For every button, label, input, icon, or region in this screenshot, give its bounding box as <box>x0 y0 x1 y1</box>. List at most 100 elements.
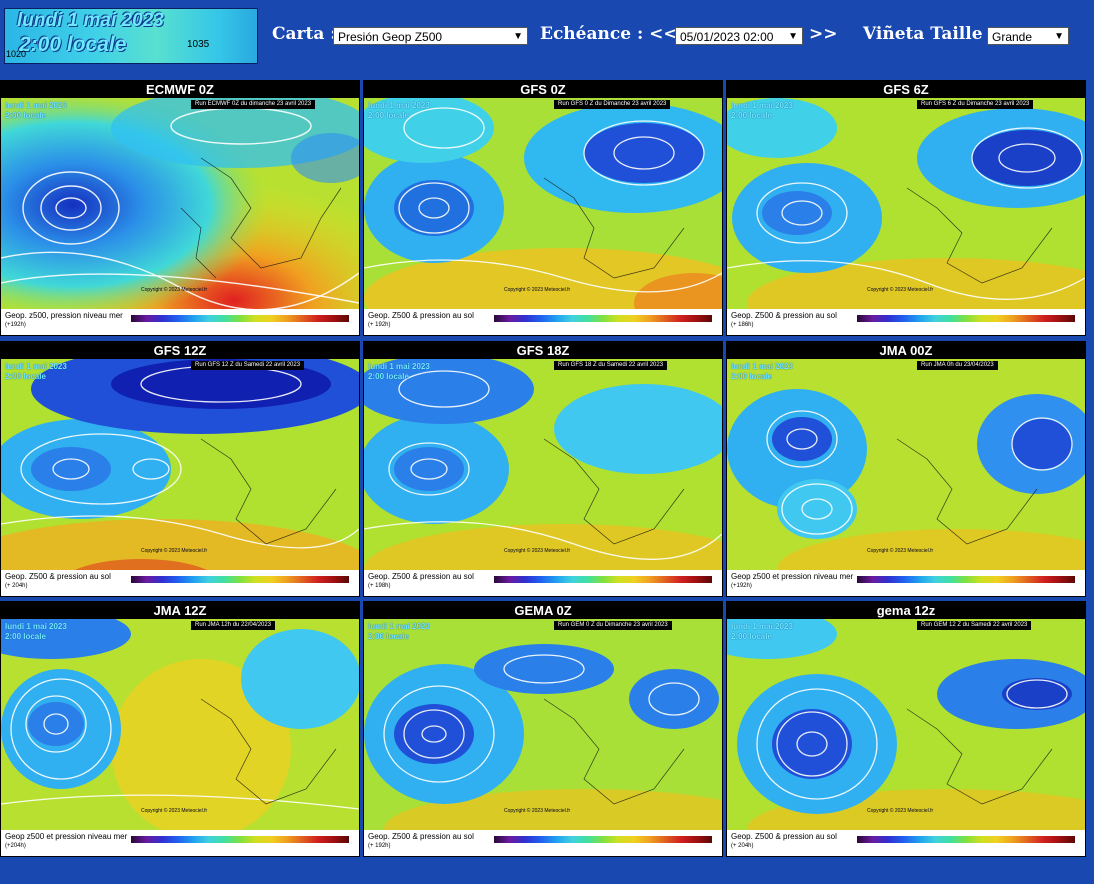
run-label: Run GFS 18 Z du Samedi 22 avril 2023 <box>554 361 668 370</box>
copyright: Copyright © 2023 Meteociel.fr <box>504 808 571 814</box>
run-label: Run GEM 0 Z du Dimanche 23 avril 2023 <box>554 621 672 630</box>
legend-caption: Geop. Z500 & pression au sol <box>731 311 837 320</box>
panel-date-text: lundi 1 mai 2023 <box>368 622 430 631</box>
color-scale <box>131 836 349 843</box>
run-label: Run ECMWF 0Z du dimanche 23 avril 2023 <box>191 100 316 109</box>
legend-caption: Geop. Z500 & pression au sol <box>731 832 837 841</box>
legend-forecast-hour: (+ 198h) <box>368 583 391 589</box>
panel-date: lundi 1 mai 2023 2:00 locale <box>731 622 793 642</box>
legend-caption: Geop. z500, pression niveau mer <box>5 311 123 320</box>
panel-date: lundi 1 mai 2023 2:00 locale <box>5 101 67 121</box>
map-panel-gema-0z[interactable]: GEMA 0Z Run GEM 0 Z du Dimanche 23 avril… <box>363 601 723 857</box>
map-panel-gfs-0z[interactable]: GFS 0Z Run GFS 0 Z du Dimanche 23 avril … <box>363 80 723 336</box>
panel-date-text: lundi 1 mai 2023 <box>368 362 430 371</box>
copyright: Copyright © 2023 Meteociel.fr <box>141 808 208 814</box>
panel-time-text: 2:00 locale <box>731 111 772 120</box>
map-panel-ecmwf-0z[interactable]: ECMWF 0Z Run ECMWF 0Z du dimanche 23 avr… <box>0 80 360 336</box>
panel-legend: Geop. Z500 & pression au sol (+ 186h) <box>727 309 1085 335</box>
echeance-next-button[interactable]: >> <box>809 24 838 44</box>
run-label: Run GFS 0 Z du Dimanche 23 avril 2023 <box>554 100 671 109</box>
color-scale <box>131 315 349 322</box>
panel-time-text: 2:00 locale <box>368 372 409 381</box>
color-scale <box>857 315 1075 322</box>
chevron-down-icon: ▼ <box>513 31 523 42</box>
panel-date: lundi 1 mai 2023 2:00 locale <box>731 101 793 121</box>
carta-label: Carta : <box>272 24 337 44</box>
panel-date: lundi 1 mai 2023 2:00 locale <box>5 362 67 382</box>
echeance-select[interactable]: 05/01/2023 02:00 ▼ <box>675 27 803 45</box>
legend-caption: Geop. Z500 & pression au sol <box>5 572 111 581</box>
weather-map <box>1 619 359 832</box>
legend-forecast-hour: (+204h) <box>5 843 26 849</box>
map-panel-gfs-6z[interactable]: GFS 6Z Run GFS 6 Z du Dimanche 23 avril … <box>726 80 1086 336</box>
legend-caption: Geop z500 et pression niveau mer <box>731 572 854 581</box>
legend-forecast-hour: (+ 204h) <box>731 843 754 849</box>
legend-caption: Geop. Z500 & pression au sol <box>368 572 474 581</box>
panel-title: ECMWF 0Z <box>146 82 214 97</box>
thumbnail-pressure-low: 1020 <box>6 49 27 59</box>
map-panel-jma-00z[interactable]: JMA 00Z Run JMA 0h du 23/04/2023 lundi 1… <box>726 341 1086 597</box>
panel-date-text: lundi 1 mai 2023 <box>5 622 67 631</box>
panel-time-text: 2:00 locale <box>731 372 772 381</box>
top-bar: lundi 1 mai 2023 2:00 locale 1035 1020 C… <box>0 0 1094 80</box>
panel-title: GFS 0Z <box>520 82 566 97</box>
legend-caption: Geop. Z500 & pression au sol <box>368 832 474 841</box>
carta-select-value: Presión Geop Z500 <box>338 30 443 44</box>
echeance-label[interactable]: Echéance : << <box>540 24 678 44</box>
chevron-down-icon: ▼ <box>1054 31 1064 42</box>
copyright: Copyright © 2023 Meteociel.fr <box>867 548 934 554</box>
map-panel-gfs-18z[interactable]: GFS 18Z Run GFS 18 Z du Samedi 22 avril … <box>363 341 723 597</box>
run-label: Run JMA 12h du 22/04/2023 <box>191 621 276 630</box>
weather-map <box>364 619 722 832</box>
map-panel-jma-12z[interactable]: JMA 12Z Run JMA 12h du 22/04/2023 lundi … <box>0 601 360 857</box>
run-label: Run GFS 6 Z du Dimanche 23 avril 2023 <box>917 100 1034 109</box>
panel-date-text: lundi 1 mai 2023 <box>731 622 793 631</box>
copyright: Copyright © 2023 Meteociel.fr <box>141 548 208 554</box>
panel-title: GFS 18Z <box>516 343 570 358</box>
weather-map <box>727 98 1085 311</box>
legend-forecast-hour: (+ 186h) <box>731 322 754 328</box>
copyright: Copyright © 2023 Meteociel.fr <box>504 287 571 293</box>
panel-title: JMA 12Z <box>153 603 207 618</box>
copyright: Copyright © 2023 Meteociel.fr <box>867 287 934 293</box>
legend-forecast-hour: (+ 192h) <box>368 322 391 328</box>
carta-select[interactable]: Presión Geop Z500 ▼ <box>333 27 528 45</box>
copyright: Copyright © 2023 Meteociel.fr <box>141 287 208 293</box>
chevron-down-icon: ▼ <box>788 31 798 42</box>
legend-forecast-hour: (+192h) <box>731 583 752 589</box>
color-scale <box>857 576 1075 583</box>
panel-date: lundi 1 mai 2023 2:00 locale <box>368 362 430 382</box>
panel-time-text: 2:00 locale <box>5 632 46 641</box>
vineta-select-value: Grande <box>992 30 1033 44</box>
panel-legend: Geop. z500, pression niveau mer (+192h) <box>1 309 359 335</box>
panel-title: gema 12z <box>876 603 936 618</box>
weather-map <box>727 359 1085 572</box>
map-panel-gema-12z[interactable]: gema 12z Run GEM 12 Z du Samedi 22 avril… <box>726 601 1086 857</box>
panel-title: JMA 00Z <box>879 343 933 358</box>
panel-time-text: 2:00 locale <box>5 111 46 120</box>
color-scale <box>494 315 712 322</box>
thumbnail-date: lundi 1 mai 2023 <box>17 10 164 31</box>
vineta-select[interactable]: Grande ▼ <box>987 27 1069 45</box>
color-scale <box>131 576 349 583</box>
legend-forecast-hour: (+192h) <box>5 322 26 328</box>
preview-thumbnail[interactable]: lundi 1 mai 2023 2:00 locale 1035 1020 <box>4 8 258 64</box>
thumbnail-pressure-high: 1035 <box>187 39 210 50</box>
thumbnail-time: 2:00 locale <box>19 33 127 56</box>
map-panel-gfs-12z[interactable]: GFS 12Z Run GFS 12 Z du Samedi 22 avril … <box>0 341 360 597</box>
panel-date: lundi 1 mai 2023 2:00 locale <box>731 362 793 382</box>
legend-caption: Geop. Z500 & pression au sol <box>368 311 474 320</box>
panel-date-text: lundi 1 mai 2023 <box>5 101 67 110</box>
panel-date-text: lundi 1 mai 2023 <box>5 362 67 371</box>
legend-caption: Geop z500 et pression niveau mer <box>5 832 128 841</box>
panel-legend: Geop. Z500 & pression au sol (+ 204h) <box>727 830 1085 856</box>
panel-legend: Geop. Z500 & pression au sol (+ 204h) <box>1 570 359 596</box>
panel-date-text: lundi 1 mai 2023 <box>731 362 793 371</box>
copyright: Copyright © 2023 Meteociel.fr <box>867 808 934 814</box>
panel-legend: Geop. Z500 & pression au sol (+ 198h) <box>364 570 722 596</box>
color-scale <box>857 836 1075 843</box>
run-label: Run GFS 12 Z du Samedi 22 avril 2023 <box>191 361 305 370</box>
color-scale <box>494 836 712 843</box>
weather-map <box>364 359 722 572</box>
legend-forecast-hour: (+ 192h) <box>368 843 391 849</box>
